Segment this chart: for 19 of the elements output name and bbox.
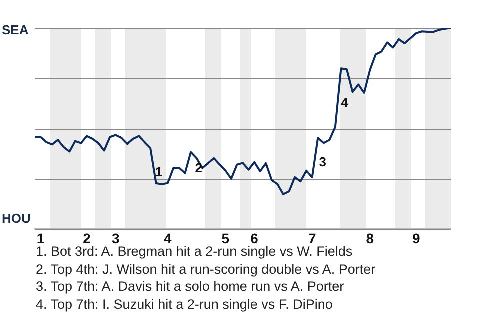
x-tick-label: 5 — [222, 230, 230, 246]
x-tick-label: 2 — [83, 230, 92, 246]
text: 4. Top 7th: I. Suzuki hit a 2-run single vs F. DiPino — [36, 296, 334, 313]
x-tick-label: 1 — [36, 230, 45, 246]
annotation: 1 — [155, 164, 163, 180]
x-tick-label: 7 — [308, 230, 316, 246]
text: 1. Bot 3rd: A. Bregman hit a 2-run single vs W. Fields — [36, 244, 353, 259]
annotation: 2 — [195, 160, 203, 176]
x-tick-label: 4 — [164, 230, 172, 246]
text: HOU — [2, 210, 31, 226]
x-tick-label: 9 — [412, 230, 420, 246]
annotation: 4 — [341, 95, 350, 110]
text: 2. Top 4th: J. Wilson hit a run-scoring double vs A. Porter — [36, 260, 376, 278]
x-tick-label: 3 — [112, 230, 120, 246]
x-tick-label: 8 — [366, 230, 374, 246]
text: 3. Top 7th: A. Davis hit a solo home run vs A. Porter — [36, 278, 346, 296]
text: SEA — [2, 22, 30, 38]
x-tick-label: 6 — [250, 230, 259, 246]
annotation: 3 — [319, 154, 326, 170]
